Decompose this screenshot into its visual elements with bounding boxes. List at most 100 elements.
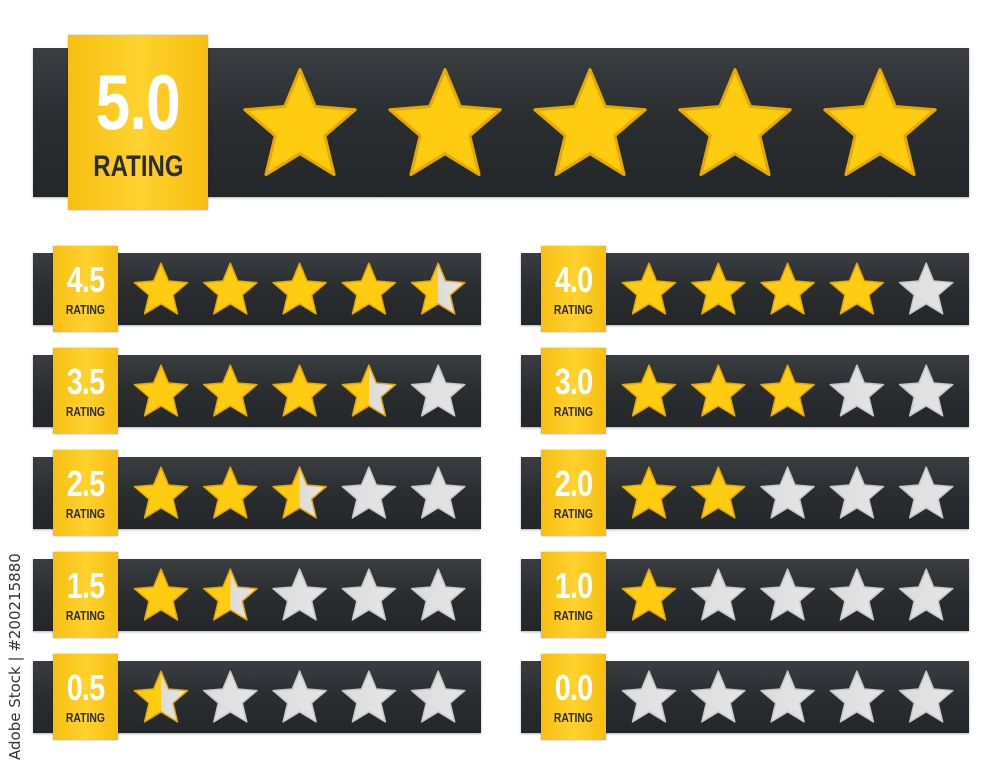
- star-row: [621, 364, 954, 417]
- star-row: [621, 670, 954, 723]
- star-filled-icon: [133, 568, 189, 621]
- rating-badge: 3.0 RATING: [541, 348, 606, 434]
- rating-label: RATING: [65, 709, 106, 725]
- rating-badge: 0.5 RATING: [53, 654, 118, 740]
- star-filled-icon: [690, 262, 746, 315]
- rating-value: 2.5: [66, 463, 105, 505]
- star-filled-icon: [690, 364, 746, 417]
- star-filled-icon: [760, 262, 815, 315]
- rating-badge: 2.0 RATING: [541, 450, 606, 536]
- star-filled-icon: [341, 262, 397, 315]
- star-filled-icon: [690, 466, 746, 519]
- rating-label: RATING: [65, 403, 106, 419]
- star-filled-icon: [133, 466, 189, 519]
- star-half-icon: [272, 466, 327, 519]
- star-filled-icon: [272, 262, 327, 315]
- star-empty-icon: [760, 466, 815, 519]
- star-row: [243, 68, 937, 177]
- star-empty-icon: [898, 364, 954, 417]
- star-empty-icon: [829, 364, 885, 417]
- star-row: [621, 262, 954, 315]
- rating-badge: 4.0 RATING: [541, 246, 606, 332]
- star-empty-icon: [898, 670, 954, 723]
- star-filled-icon: [533, 68, 647, 177]
- star-filled-icon: [243, 68, 357, 177]
- rating-value: 1.5: [66, 565, 105, 607]
- star-empty-icon: [272, 568, 327, 621]
- star-filled-icon: [202, 262, 258, 315]
- star-empty-icon: [621, 670, 677, 723]
- rating-badge: 1.5 RATING: [53, 552, 118, 638]
- star-half-icon: [341, 364, 397, 417]
- star-empty-icon: [202, 670, 258, 723]
- star-row: [621, 568, 954, 621]
- rating-badge: 2.5 RATING: [53, 450, 118, 536]
- star-filled-icon: [760, 364, 815, 417]
- star-empty-icon: [272, 670, 327, 723]
- rating-badge: 0.0 RATING: [541, 654, 606, 740]
- star-empty-icon: [410, 670, 466, 723]
- star-empty-icon: [410, 364, 466, 417]
- rating-value: 0.5: [66, 667, 105, 709]
- star-filled-icon: [678, 68, 792, 177]
- star-row: [133, 364, 466, 417]
- star-half-icon: [202, 568, 258, 621]
- star-row: [133, 262, 466, 315]
- star-filled-icon: [272, 364, 327, 417]
- rating-badge: 5.0 RATING: [68, 35, 208, 210]
- star-empty-icon: [690, 670, 746, 723]
- stock-watermark: Adobe Stock | #200215880: [6, 553, 24, 760]
- star-empty-icon: [341, 568, 397, 621]
- star-filled-icon: [202, 466, 258, 519]
- star-empty-icon: [829, 568, 885, 621]
- rating-badge: 4.5 RATING: [53, 246, 118, 332]
- star-half-icon: [133, 670, 189, 723]
- star-empty-icon: [898, 466, 954, 519]
- star-filled-icon: [202, 364, 258, 417]
- star-filled-icon: [621, 466, 677, 519]
- rating-value: 3.0: [554, 361, 593, 403]
- rating-value: 4.0: [554, 259, 593, 301]
- star-filled-icon: [388, 68, 502, 177]
- star-half-icon: [410, 262, 466, 315]
- star-filled-icon: [621, 364, 677, 417]
- star-filled-icon: [829, 262, 885, 315]
- rating-value: 0.0: [554, 667, 593, 709]
- star-filled-icon: [133, 364, 189, 417]
- rating-label: RATING: [553, 505, 594, 521]
- rating-value: 3.5: [66, 361, 105, 403]
- rating-label: RATING: [553, 403, 594, 419]
- rating-value: 4.5: [66, 259, 105, 301]
- star-filled-icon: [621, 568, 677, 621]
- rating-badge: 3.5 RATING: [53, 348, 118, 434]
- rating-label: RATING: [65, 607, 106, 623]
- star-empty-icon: [690, 568, 746, 621]
- star-empty-icon: [829, 670, 885, 723]
- star-row: [133, 466, 466, 519]
- star-empty-icon: [341, 670, 397, 723]
- star-empty-icon: [760, 670, 815, 723]
- rating-badge: 1.0 RATING: [541, 552, 606, 638]
- star-filled-icon: [621, 262, 677, 315]
- star-empty-icon: [410, 568, 466, 621]
- star-empty-icon: [898, 262, 954, 315]
- star-empty-icon: [410, 466, 466, 519]
- star-row: [621, 466, 954, 519]
- star-empty-icon: [341, 466, 397, 519]
- star-filled-icon: [133, 262, 189, 315]
- star-row: [133, 670, 466, 723]
- rating-label: RATING: [553, 301, 594, 317]
- rating-value: 2.0: [554, 463, 593, 505]
- rating-label: RATING: [553, 709, 594, 725]
- rating-label: RATING: [553, 607, 594, 623]
- rating-label: RATING: [65, 301, 106, 317]
- star-empty-icon: [829, 466, 885, 519]
- star-empty-icon: [898, 568, 954, 621]
- star-empty-icon: [760, 568, 815, 621]
- star-row: [133, 568, 466, 621]
- rating-label: RATING: [65, 505, 106, 521]
- rating-value: 1.0: [554, 565, 593, 607]
- rating-value: 5.0: [95, 58, 181, 147]
- star-filled-icon: [823, 68, 937, 177]
- rating-label: RATING: [92, 149, 184, 183]
